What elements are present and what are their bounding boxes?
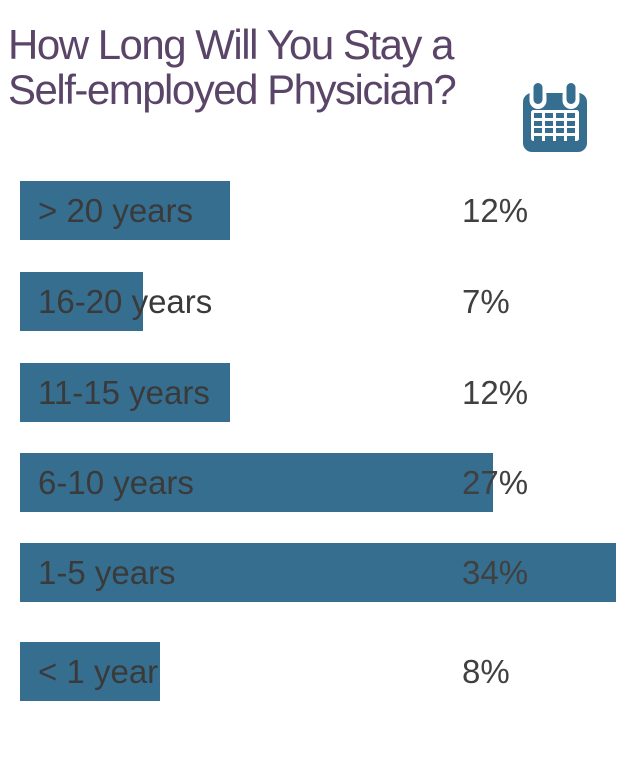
bar [20, 363, 230, 422]
value-label: 34% [462, 553, 529, 591]
bar [20, 453, 493, 512]
bar-rows: > 20 years 12% 16-20 years 7% 11-15 year… [20, 181, 620, 701]
page-title: How Long Will You Stay a Self-employed P… [8, 21, 457, 113]
bar-label: 6-10 years [38, 463, 194, 501]
bar-label: 16-20 years [38, 282, 213, 320]
calendar-icon [523, 83, 587, 152]
bar-row: 1-5 years 34% [20, 543, 620, 602]
bar-row: 6-10 years 27% [20, 453, 620, 512]
value-label: 7% [462, 282, 510, 320]
bar-label: 1-5 years [38, 553, 176, 591]
bar-row: < 1 year 8% [20, 642, 620, 701]
bar [20, 272, 143, 331]
value-label: 12% [462, 191, 529, 229]
bar-row: 11-15 years 12% [20, 363, 620, 422]
bar-row: 16-20 years 7% [20, 272, 620, 331]
title-line-2: Self-employed Physician? [8, 66, 457, 113]
bar-label: 11-15 years [38, 373, 210, 411]
title-line-1: How Long Will You Stay a [8, 21, 454, 68]
bar [20, 181, 230, 240]
bar [20, 543, 616, 602]
value-label: 12% [462, 373, 529, 411]
bar-row: > 20 years 12% [20, 181, 620, 240]
bar-label: < 1 year [38, 652, 159, 690]
bar [20, 642, 160, 701]
value-label: 27% [462, 463, 529, 501]
value-label: 8% [462, 652, 510, 690]
bar-label: > 20 years [38, 191, 194, 229]
calendar-grid [534, 113, 575, 141]
